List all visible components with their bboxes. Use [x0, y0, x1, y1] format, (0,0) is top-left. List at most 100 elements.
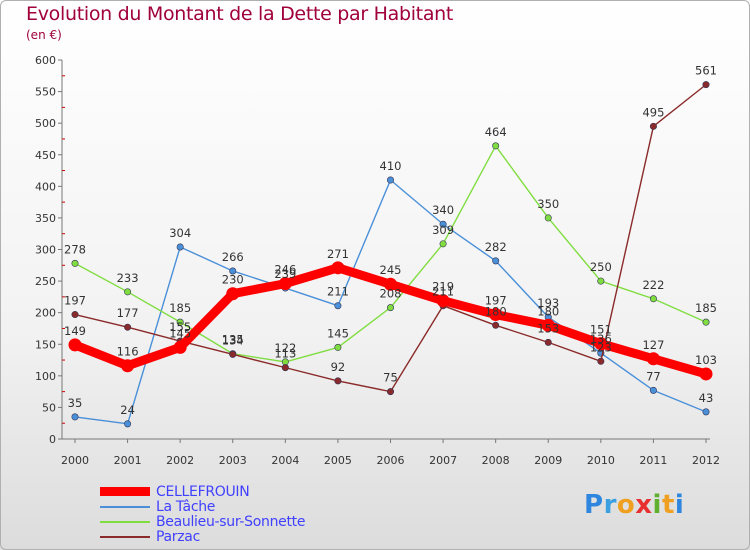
- data-point: [71, 413, 79, 421]
- data-point: [702, 318, 710, 326]
- y-tick-label: 150: [35, 338, 56, 351]
- data-label: 410: [380, 159, 402, 173]
- data-point: [68, 338, 82, 352]
- data-label: 180: [485, 304, 507, 318]
- y-tick-label: 250: [35, 275, 56, 288]
- data-label: 24: [120, 403, 135, 417]
- x-tick-label: 2001: [114, 454, 142, 467]
- x-tick-label: 2008: [482, 454, 510, 467]
- data-label: 136: [590, 332, 612, 346]
- x-tick-label: 2002: [166, 454, 194, 467]
- data-label: 309: [432, 223, 454, 237]
- x-tick-label: 2009: [534, 454, 562, 467]
- chart-subtitle: (en €): [26, 28, 62, 42]
- data-point: [544, 338, 552, 346]
- logo-letter: r: [603, 490, 617, 520]
- data-point: [229, 267, 237, 275]
- legend-swatch: [100, 487, 150, 496]
- data-label: 155: [169, 320, 191, 334]
- x-tick-label: 2007: [429, 454, 457, 467]
- data-point: [439, 220, 447, 228]
- data-point: [597, 277, 605, 285]
- data-point: [489, 308, 503, 322]
- data-label: 149: [64, 324, 86, 338]
- y-tick-label: 450: [35, 149, 56, 162]
- data-point: [331, 261, 345, 275]
- legend-item: Beaulieu-sur-Sonnette: [100, 514, 305, 530]
- data-label: 193: [537, 296, 559, 310]
- legend-swatch: [100, 520, 150, 523]
- data-label: 271: [327, 247, 349, 261]
- data-point: [71, 259, 79, 267]
- data-point: [281, 364, 289, 372]
- data-label: 135: [222, 333, 244, 347]
- data-label: 77: [646, 369, 661, 383]
- data-label: 103: [695, 353, 717, 367]
- x-tick-label: 2012: [692, 454, 720, 467]
- data-label: 561: [695, 64, 717, 78]
- data-point: [226, 287, 240, 301]
- x-tick-label: 2005: [324, 454, 352, 467]
- logo-letter: o: [616, 490, 636, 520]
- data-label: 340: [432, 203, 454, 217]
- data-label: 145: [169, 326, 191, 340]
- legend-item: Parzac: [100, 529, 305, 545]
- data-point: [436, 294, 450, 308]
- y-tick-label: 350: [35, 212, 56, 225]
- logo-letter: i: [674, 490, 685, 520]
- data-point: [124, 420, 132, 428]
- data-point: [492, 257, 500, 265]
- legend-swatch: [100, 535, 150, 538]
- y-tick-label: 300: [35, 244, 56, 257]
- data-point: [71, 311, 79, 319]
- x-tick-label: 2003: [219, 454, 247, 467]
- data-point: [386, 176, 394, 184]
- y-tick-label: 600: [35, 54, 56, 67]
- x-tick-label: 2004: [271, 454, 299, 467]
- y-tick-label: 400: [35, 180, 56, 193]
- data-point: [334, 343, 342, 351]
- data-point: [541, 318, 555, 332]
- x-tick-label: 2006: [377, 454, 405, 467]
- data-label: 219: [432, 280, 454, 294]
- data-point: [334, 377, 342, 385]
- legend-label: CELLEFROUIN: [156, 483, 250, 500]
- y-tick-label: 500: [35, 117, 56, 130]
- y-tick-label: 200: [35, 307, 56, 320]
- data-label: 211: [327, 285, 349, 299]
- y-tick-label: 100: [35, 370, 56, 383]
- logo-letter: x: [635, 490, 653, 520]
- data-label: 185: [169, 301, 191, 315]
- data-label: 278: [64, 242, 86, 256]
- data-point: [492, 142, 500, 150]
- data-label: 233: [117, 271, 139, 285]
- data-label: 122: [274, 341, 296, 355]
- data-label: 230: [222, 273, 244, 287]
- data-label: 222: [642, 278, 664, 292]
- data-label: 464: [485, 125, 507, 139]
- data-point: [492, 321, 500, 329]
- data-point: [544, 214, 552, 222]
- data-label: 75: [383, 371, 398, 385]
- data-point: [278, 277, 292, 291]
- logo-letter: i: [652, 490, 662, 520]
- data-label: 495: [642, 105, 664, 119]
- data-label: 282: [485, 240, 507, 254]
- data-label: 145: [327, 326, 349, 340]
- data-point: [384, 277, 397, 291]
- data-point: [124, 288, 132, 296]
- data-point: [386, 304, 394, 312]
- logo-letter: P: [584, 490, 604, 520]
- data-label: 127: [642, 338, 664, 352]
- data-label: 350: [537, 197, 559, 211]
- data-point: [386, 388, 394, 396]
- data-label: 185: [695, 301, 717, 315]
- legend-item: La Tâche: [100, 499, 305, 515]
- data-label: 123: [590, 340, 612, 354]
- data-label: 177: [117, 306, 139, 320]
- data-point: [702, 408, 710, 416]
- data-label: 246: [274, 263, 296, 277]
- data-label: 92: [331, 360, 346, 374]
- x-tick-label: 2000: [61, 454, 89, 467]
